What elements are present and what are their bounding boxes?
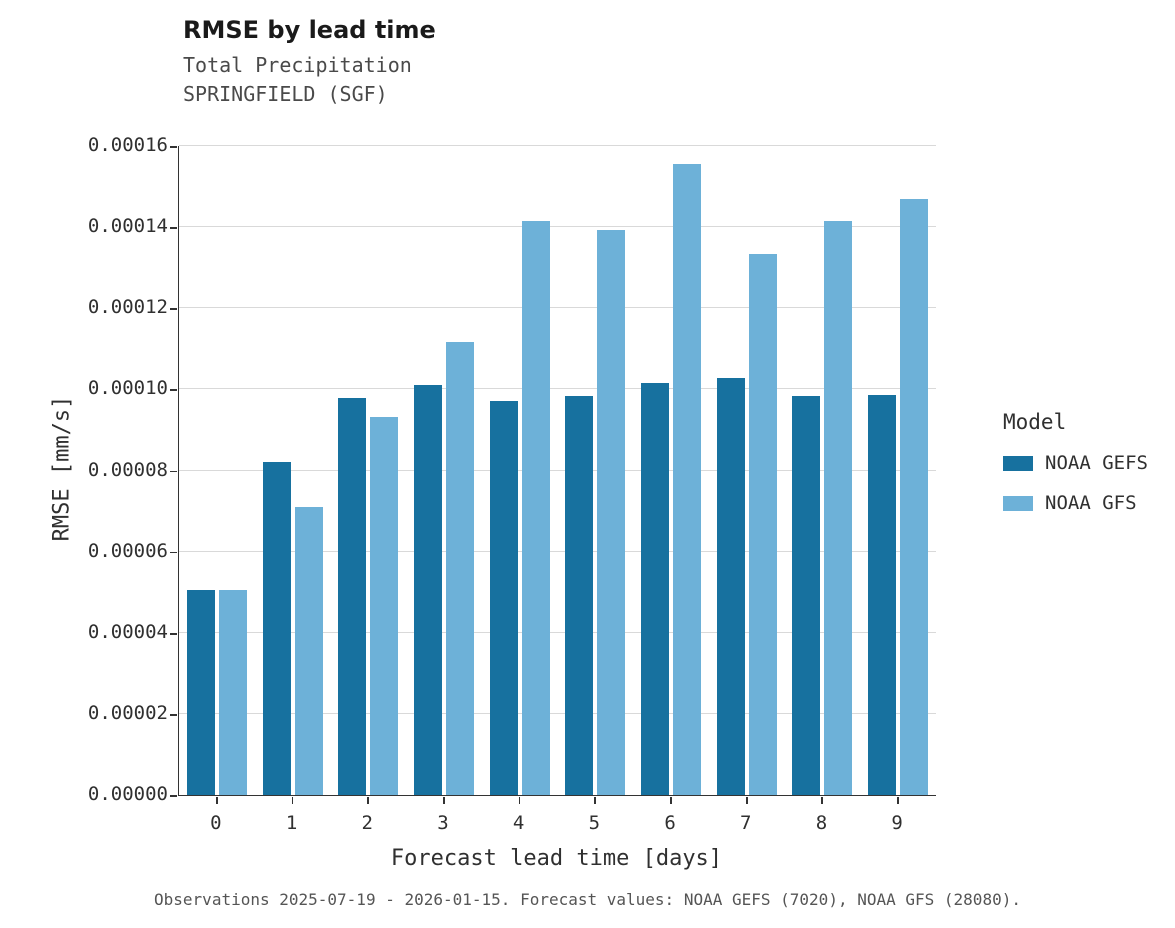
y-tick-label: 0.00010 — [87, 377, 168, 400]
bar-group-lead-8 — [785, 146, 861, 795]
bar-noaa-gfs-lead-4 — [521, 220, 550, 795]
legend-swatch-noaa-gfs — [1003, 495, 1033, 511]
bar-group-lead-5 — [558, 146, 634, 795]
bar-noaa-gfs-lead-3 — [445, 341, 474, 795]
gridline-y-0.00006 — [179, 550, 936, 552]
x-tick-label-4: 4 — [512, 812, 525, 834]
legend-entry-noaa-gefs: NOAA GEFS — [1003, 452, 1148, 474]
y-tick-mark — [170, 227, 177, 229]
y-tick-label: 0.00000 — [87, 783, 168, 805]
legend-title: Model — [1003, 410, 1067, 434]
bar-noaa-gefs-lead-9 — [868, 394, 897, 795]
y-tick-mark — [170, 713, 177, 716]
gridline-y-0.00012 — [179, 307, 936, 309]
x-tick-label-2: 2 — [361, 812, 373, 834]
y-tick-mark — [170, 470, 177, 473]
bar-noaa-gefs-lead-7 — [716, 378, 745, 795]
bar-noaa-gfs-lead-0 — [218, 589, 247, 795]
bar-group-lead-2 — [330, 146, 406, 795]
gridline-y-0.00002 — [179, 712, 936, 714]
bar-group-lead-3 — [406, 146, 482, 795]
y-tick-mark — [170, 146, 177, 148]
y-tick-mark — [170, 551, 177, 554]
chart-title: RMSE by lead time — [183, 16, 436, 44]
bar-noaa-gfs-lead-8 — [824, 221, 853, 795]
bar-noaa-gefs-lead-5 — [565, 395, 594, 795]
x-tick-mark-7 — [745, 797, 748, 804]
y-tick-label: 0.00002 — [87, 701, 168, 724]
x-tick-label-6: 6 — [664, 812, 676, 834]
y-tick-label: 0.00004 — [87, 620, 168, 643]
legend: Model NOAA GEFS NOAA GFS — [1003, 410, 1148, 532]
bar-noaa-gefs-lead-0 — [186, 590, 215, 795]
caption-observations: Observations 2025-07-19 - 2026-01-15. Fo… — [154, 890, 1021, 909]
bar-noaa-gefs-lead-1 — [262, 462, 291, 795]
bar-group-lead-9 — [860, 146, 936, 795]
y-tick-label: 0.00006 — [87, 539, 168, 562]
bar-group-lead-0 — [179, 146, 255, 795]
bar-group-lead-1 — [255, 146, 331, 795]
bar-noaa-gefs-lead-3 — [413, 385, 442, 795]
y-tick-label: 0.00014 — [87, 215, 168, 238]
legend-label-noaa-gefs: NOAA GEFS — [1045, 452, 1148, 474]
y-tick-label: 0.00008 — [87, 458, 168, 481]
bar-group-lead-6 — [633, 146, 709, 795]
y-tick-label: 0.00012 — [87, 296, 168, 319]
x-tick-mark-9 — [897, 797, 899, 804]
x-tick-mark-0 — [215, 797, 218, 804]
y-tick-mark — [170, 308, 177, 311]
x-tick-label-7: 7 — [740, 812, 752, 834]
legend-swatch-noaa-gefs — [1003, 455, 1033, 471]
gridline-y-0.00014 — [179, 226, 936, 228]
y-tick-mark — [170, 795, 177, 797]
x-tick-label-8: 8 — [815, 812, 828, 834]
x-tick-mark-8 — [821, 797, 824, 804]
bar-noaa-gfs-lead-6 — [673, 164, 702, 795]
bar-noaa-gfs-lead-5 — [597, 230, 626, 795]
gridline-y-0.00004 — [179, 631, 936, 633]
x-tick-mark-3 — [442, 797, 445, 804]
x-tick-mark-1 — [291, 797, 294, 804]
bar-noaa-gefs-lead-2 — [338, 398, 367, 795]
plot-area — [178, 145, 936, 796]
bar-noaa-gefs-lead-8 — [792, 395, 821, 795]
y-tick-mark — [170, 389, 177, 392]
x-tick-label-0: 0 — [210, 812, 222, 834]
x-tick-label-3: 3 — [437, 812, 449, 834]
gridline-y-0.00010 — [179, 388, 936, 390]
x-tick-mark-2 — [367, 797, 370, 804]
y-tick-label: 0.00016 — [87, 134, 168, 156]
bar-noaa-gfs-lead-7 — [748, 254, 777, 795]
x-tick-label-9: 9 — [891, 812, 903, 834]
x-tick-label-5: 5 — [588, 812, 601, 834]
y-tick-mark — [170, 632, 177, 635]
bar-noaa-gefs-lead-6 — [641, 383, 670, 795]
legend-label-noaa-gfs: NOAA GFS — [1045, 492, 1137, 514]
chart-subtitle-station: SPRINGFIELD (SGF) — [183, 82, 388, 106]
x-tick-mark-5 — [594, 797, 597, 804]
x-tick-mark-4 — [518, 797, 521, 804]
bar-noaa-gfs-lead-2 — [370, 416, 399, 795]
bar-group-lead-4 — [482, 146, 558, 795]
x-tick-mark-6 — [670, 797, 672, 804]
chart-subtitle-variable: Total Precipitation — [183, 53, 412, 77]
x-axis-label: Forecast lead time [days] — [390, 846, 723, 871]
bar-noaa-gfs-lead-9 — [900, 199, 929, 795]
bar-noaa-gefs-lead-4 — [489, 400, 518, 795]
legend-entry-noaa-gfs: NOAA GFS — [1003, 492, 1148, 514]
gridline-y-0.00016 — [179, 145, 936, 146]
bar-group-lead-7 — [709, 146, 785, 795]
bar-noaa-gfs-lead-1 — [294, 507, 323, 795]
gridline-y-0.00008 — [179, 469, 936, 471]
x-tick-label-1: 1 — [285, 812, 298, 834]
